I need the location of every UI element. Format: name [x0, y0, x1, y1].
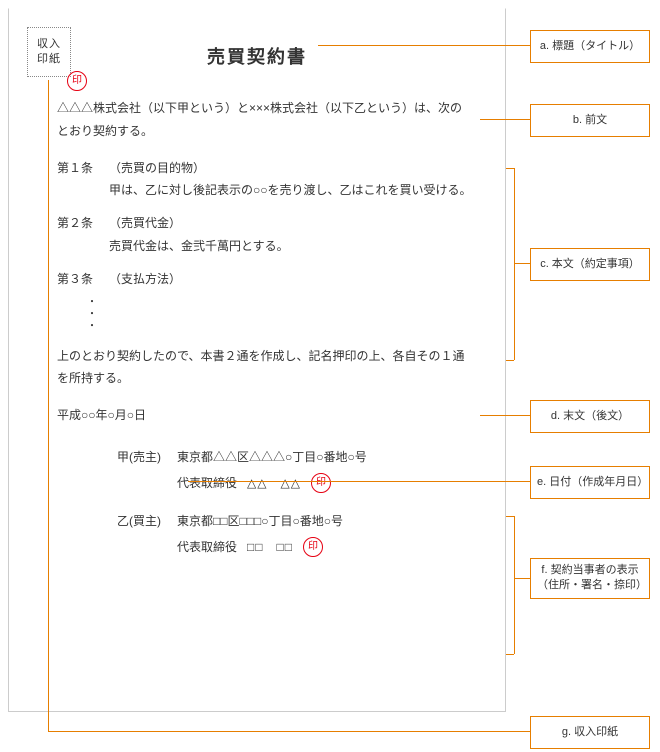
seal-icon: 印 [311, 473, 331, 493]
preamble-text: △△△株式会社（以下甲という）と×××株式会社（以下乙という）は、次のとおり契約… [57, 97, 473, 143]
connector-line [318, 45, 530, 46]
revenue-stamp-label: 収入印紙 [37, 37, 61, 68]
party-role: 乙(買主) [117, 509, 177, 533]
parties-block: 甲(売主) 東京都△△区△△△○丁目○番地○号 代表取締役 △△ △△ 印 乙(… [117, 445, 473, 559]
revenue-stamp-box: 収入印紙 [27, 27, 71, 77]
annotation-f: f. 契約当事者の表示（住所・署名・捺印） [530, 558, 650, 599]
annotation-g: g. 収入印紙 [530, 716, 650, 749]
connector-line [514, 516, 515, 654]
contract-page: 収入印紙 印 売買契約書 △△△株式会社（以下甲という）と×××株式会社（以下乙… [8, 8, 506, 712]
stamp-seal-icon: 印 [67, 71, 87, 91]
article-title: （支払方法） [109, 268, 473, 291]
party-role: 甲(売主) [117, 445, 177, 469]
ellipsis-dots: ・・・ [87, 297, 473, 333]
rep-title: 代表取締役 [177, 471, 237, 495]
party-row: 甲(売主) 東京都△△区△△△○丁目○番地○号 [117, 445, 473, 469]
connector-line [506, 654, 514, 655]
connector-line [514, 168, 515, 360]
seal-icon: 印 [303, 537, 323, 557]
date-line: 平成○○年○月○日 [57, 404, 473, 427]
connector-line [506, 360, 514, 361]
party-row: 乙(買主) 東京都□□区□□□○丁目○番地○号 [117, 509, 473, 533]
article-num: 第１条 [57, 157, 109, 180]
rep-name: △△ △△ [247, 471, 301, 495]
rep-name: □□ □□ [247, 535, 293, 559]
article-title: （売買の目的物） [109, 157, 473, 180]
connector-line [506, 516, 514, 517]
party-address: 東京都△△区△△△○丁目○番地○号 [177, 445, 473, 469]
article-title: （売買代金） [109, 212, 473, 235]
connector-line [514, 263, 530, 264]
article-3: 第３条 （支払方法） [57, 268, 473, 291]
connector-line [188, 481, 530, 482]
connector-line [506, 168, 514, 169]
annotation-d: d. 末文（後文） [530, 400, 650, 433]
connector-line [514, 578, 530, 579]
article-num: 第３条 [57, 268, 109, 291]
article-2: 第２条 （売買代金） 売買代金は、金弐千萬円とする。 [57, 212, 473, 258]
document-body: △△△株式会社（以下甲という）と×××株式会社（以下乙という）は、次のとおり契約… [57, 97, 473, 559]
connector-line [48, 731, 530, 732]
document-title: 売買契約書 [37, 43, 477, 69]
connector-line [48, 80, 49, 732]
connector-line [480, 415, 530, 416]
party-rep: 代表取締役 □□ □□ 印 [177, 535, 473, 559]
closing-text: 上のとおり契約したので、本書２通を作成し、記名押印の上、各自その１通を所持する。 [57, 345, 473, 391]
connector-line [480, 119, 530, 120]
article-1: 第１条 （売買の目的物） 甲は、乙に対し後記表示の○○を売り渡し、乙はこれを買い… [57, 157, 473, 203]
annotation-b: b. 前文 [530, 104, 650, 137]
party-address: 東京都□□区□□□○丁目○番地○号 [177, 509, 473, 533]
rep-title: 代表取締役 [177, 535, 237, 559]
annotation-c: c. 本文（約定事項） [530, 248, 650, 281]
article-num: 第２条 [57, 212, 109, 235]
article-body: 甲は、乙に対し後記表示の○○を売り渡し、乙はこれを買い受ける。 [109, 179, 473, 202]
article-body: 売買代金は、金弐千萬円とする。 [109, 235, 473, 258]
annotation-a: a. 標題（タイトル） [530, 30, 650, 63]
party-rep: 代表取締役 △△ △△ 印 [177, 471, 473, 495]
annotation-e: e. 日付（作成年月日） [530, 466, 650, 499]
